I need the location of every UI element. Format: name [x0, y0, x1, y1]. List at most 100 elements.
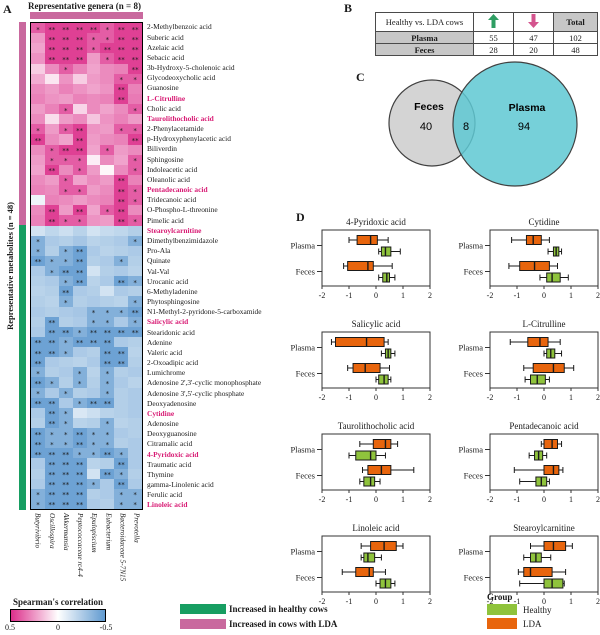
heatmap-cell — [128, 417, 142, 428]
heatmap-cell: * — [100, 144, 115, 155]
boxplot-4-pyridoxic-acid: 4-Pyridoxic acid -2 -1 0 1 2 Plasma Feces — [290, 216, 440, 312]
heatmap-cell — [31, 43, 45, 54]
feces-only-count: 40 — [420, 121, 432, 133]
heatmap-cell: * — [58, 417, 73, 428]
heatmap-cell: ** — [58, 488, 73, 499]
heatmap-cell — [58, 367, 73, 378]
group-legend-title: Group — [487, 592, 513, 602]
heatmap-cell — [31, 195, 45, 206]
lda-color-swatch — [180, 619, 226, 629]
heatmap-cell: ** — [86, 23, 101, 34]
boxplot-svg: -2 -1 0 1 2 Plasma Feces — [458, 229, 600, 300]
heatmap-cell: * — [128, 235, 142, 246]
heatmap-cell: ** — [44, 164, 59, 175]
heatmap-cell — [58, 114, 73, 125]
heatmap-cell — [31, 83, 45, 94]
heatmap-cell — [86, 488, 101, 499]
heatmap-cell: * — [44, 438, 59, 449]
metabolite-label: 2-Phenylacetamide — [147, 124, 204, 134]
heatmap-cell: * — [58, 438, 73, 449]
heatmap-cell — [128, 387, 142, 398]
heatmap-cell: ** — [114, 185, 129, 196]
heatmap-cell: * — [86, 43, 101, 54]
svg-text:2: 2 — [596, 495, 600, 504]
heatmap-cell: * — [58, 215, 73, 226]
heatmap-cell: ** — [58, 326, 73, 337]
heatmap-cell: ** — [31, 428, 45, 439]
genus-label: Prevotella — [132, 513, 141, 543]
genera-labels: Butyrivibrio Oscillospira Akkermansia Pepto… — [30, 513, 143, 595]
metabolites-axis-label-text: Representative metabolites (n = 48) — [5, 202, 15, 330]
group-legend-healthy: Healthy — [487, 604, 552, 615]
heatmap-cell — [100, 458, 115, 469]
svg-text:Plasma: Plasma — [458, 343, 483, 353]
metabolite-label: Valeric acid — [147, 347, 183, 357]
heatmap-cell — [100, 407, 115, 418]
svg-text:1: 1 — [569, 393, 573, 402]
heatmap-cell: ** — [114, 205, 129, 216]
heatmap-cell — [86, 235, 101, 246]
heatmap-cell — [72, 357, 87, 368]
heatmap-cell — [114, 296, 129, 307]
heatmap-cell: ** — [100, 448, 115, 459]
heatmap-cell: * — [58, 124, 73, 135]
heatmap-cell: * — [31, 488, 45, 499]
heatmap-cell — [58, 134, 73, 145]
heatmap-cell — [86, 347, 101, 358]
heatmap-cell — [31, 114, 45, 125]
metabolite-label: Lumichrome — [147, 368, 186, 378]
heatmap-cell: ** — [72, 266, 87, 277]
heatmap-cell: ** — [128, 53, 142, 64]
heatmap-cell — [72, 306, 87, 317]
heatmap-cell — [86, 357, 101, 368]
heatmap-cell: * — [58, 387, 73, 398]
heatmap-cell: * — [114, 255, 129, 266]
heatmap-cell — [86, 205, 101, 216]
svg-text:-1: -1 — [514, 291, 521, 300]
heatmap-cell — [128, 367, 142, 378]
colorbar-gradient — [10, 609, 106, 622]
heatmap-cell: * — [72, 367, 87, 378]
genus-label: Bacteroidaceae 5-7N15 — [118, 513, 127, 582]
genus-label: Epulopiscium — [90, 513, 99, 553]
heatmap-cell — [100, 185, 115, 196]
heatmap-cell — [31, 286, 45, 297]
box-lda — [356, 235, 378, 245]
genus-label: Butyrivibrio — [33, 513, 42, 549]
lda-group-swatch — [487, 618, 517, 629]
heatmap-cell — [100, 164, 115, 175]
heatmap-cell: * — [100, 23, 115, 34]
heatmap-cell: ** — [58, 448, 73, 459]
overlap-count: 8 — [463, 121, 469, 133]
heatmap-cell — [86, 144, 101, 155]
heatmap-cell: ** — [44, 53, 59, 64]
heatmap-cell: * — [86, 316, 101, 327]
heatmap-cell: ** — [44, 488, 59, 499]
heatmap-cell — [31, 225, 45, 236]
heatmap-cell: * — [44, 377, 59, 388]
heatmap-cell — [114, 417, 129, 428]
metabolite-label: Adenosine 2',3'-cyclic monophosphate — [147, 378, 262, 388]
metabolite-label: Deoxyguanosine — [147, 429, 197, 439]
heatmap-cell: * — [128, 276, 142, 287]
heatmap-cell: * — [114, 306, 129, 317]
lda-group-label: LDA — [523, 618, 542, 629]
heatmap-cell: * — [100, 316, 115, 327]
heatmap-cell: * — [86, 33, 101, 44]
box-healthy — [546, 272, 561, 283]
heatmap-cell: ** — [58, 53, 73, 64]
heatmap-cell: ** — [72, 336, 87, 347]
heatmap-cell — [114, 104, 129, 115]
svg-text:Feces: Feces — [464, 573, 483, 583]
genus-label: Akkermansia — [61, 513, 70, 551]
metabolite-label: Urocanic acid — [147, 276, 189, 286]
heatmap-cell: ** — [44, 448, 59, 459]
heatmap-cell: ** — [72, 23, 87, 34]
heatmap-cell — [31, 144, 45, 155]
heatmap-cell — [72, 114, 87, 125]
table-header-title: Healthy vs. LDA cows — [375, 12, 474, 32]
heatmap-cell — [86, 377, 101, 388]
heatmap-cell — [114, 114, 129, 125]
heatmap-cell — [114, 154, 129, 165]
heatmap-cell: * — [31, 235, 45, 246]
